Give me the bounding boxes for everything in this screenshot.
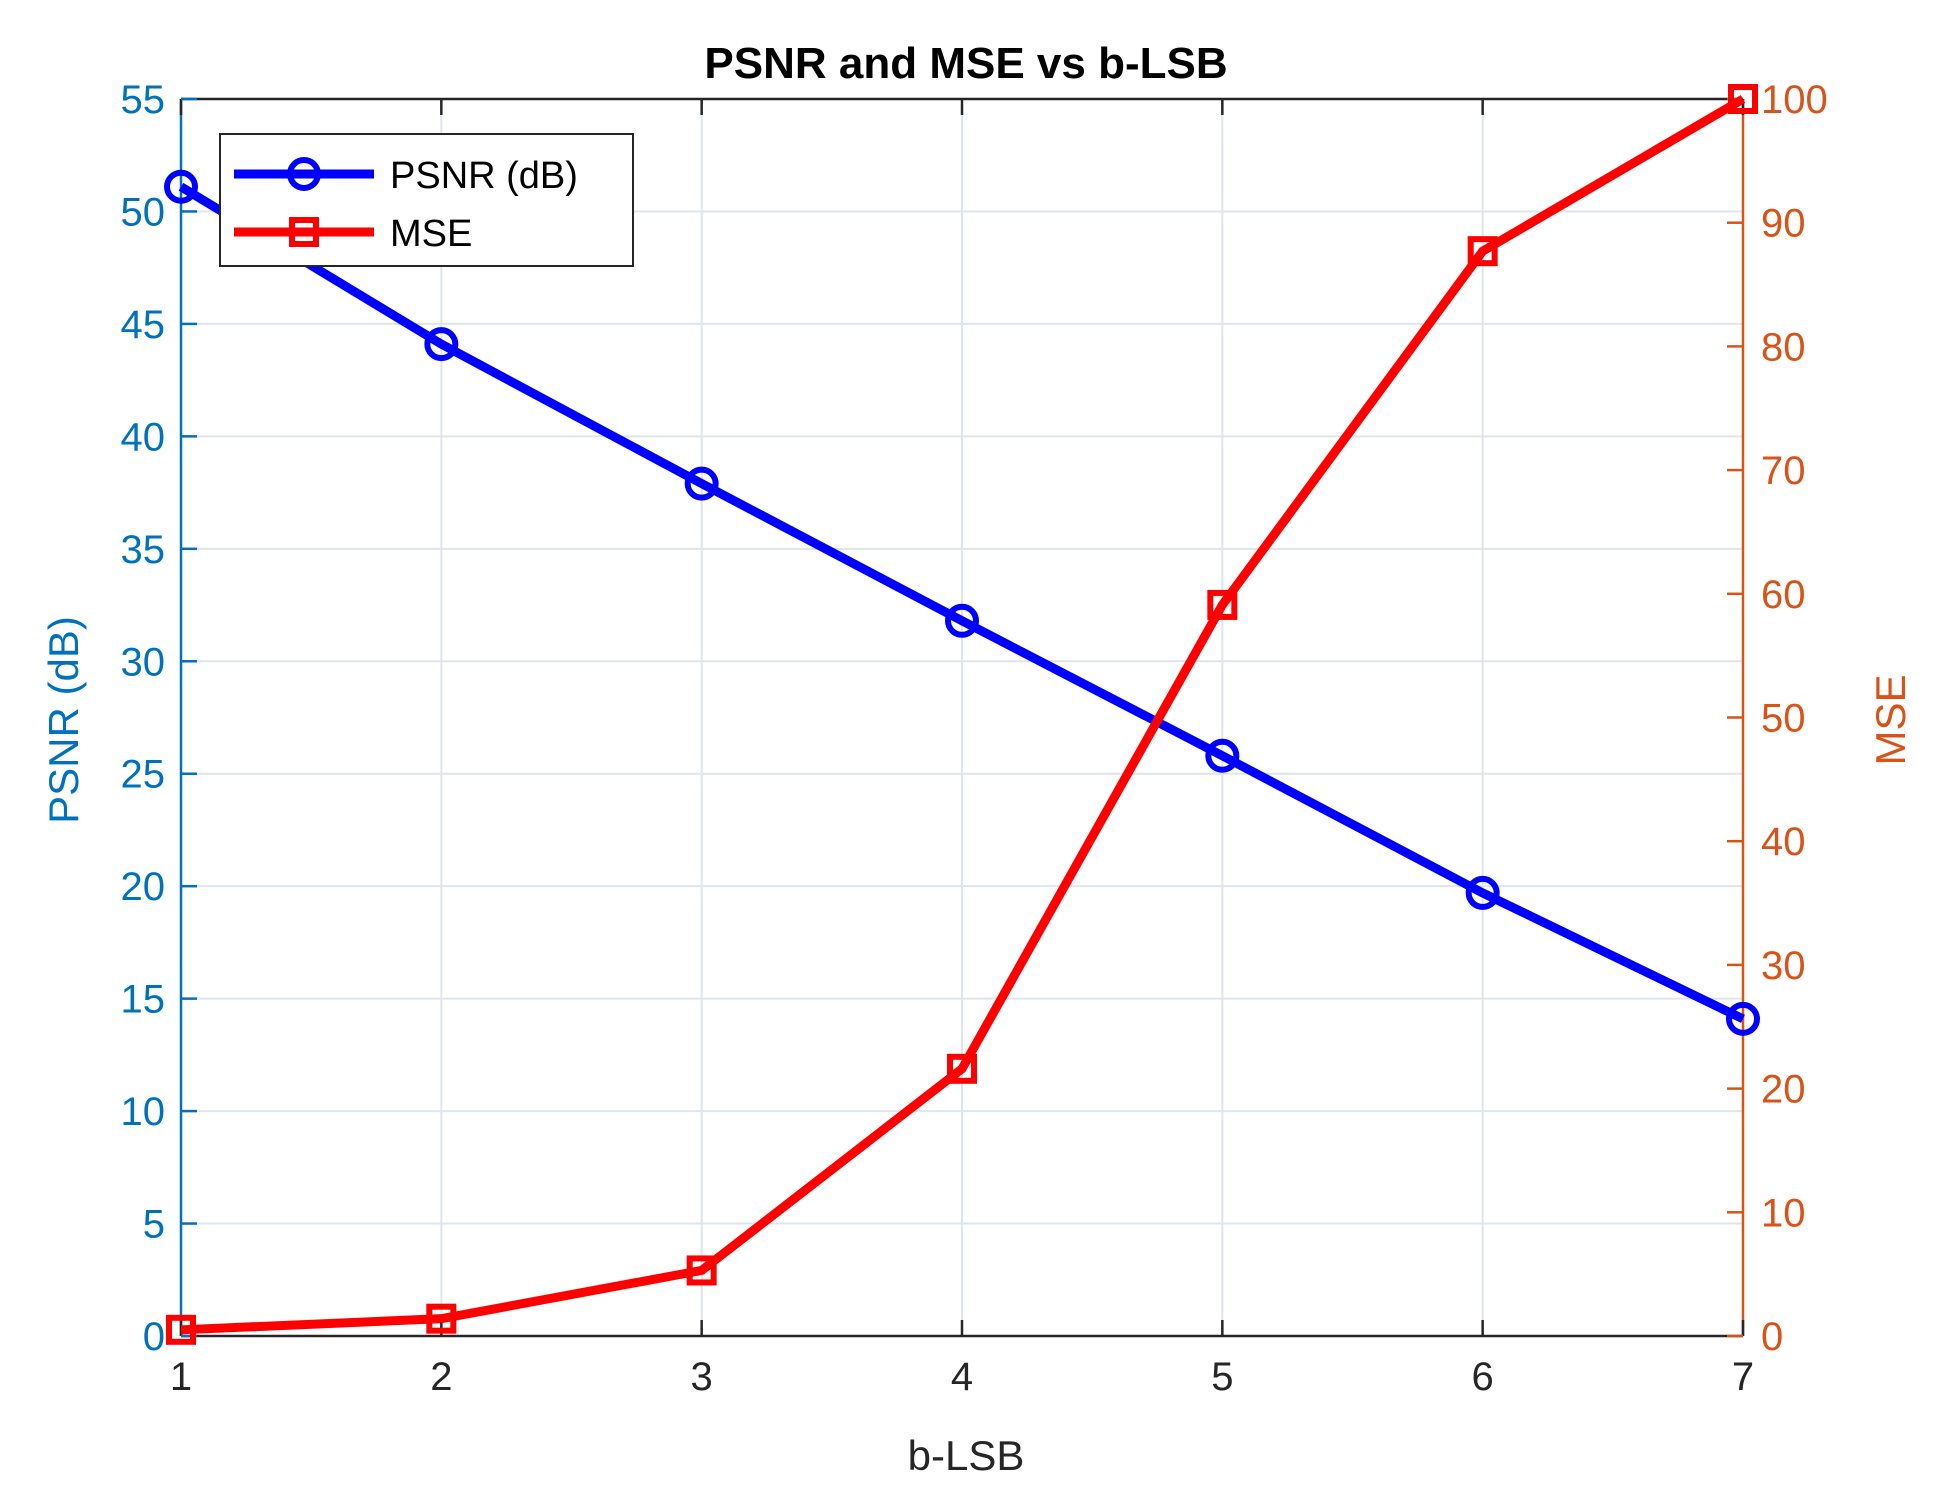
mse-series-line (180, 95, 1746, 1335)
mse-data-point (1207, 589, 1238, 620)
x-tick-label: 4 (951, 1355, 973, 1399)
mse-data-point (686, 1255, 717, 1286)
data-series (164, 84, 1760, 1345)
mse-data-point (1728, 84, 1758, 114)
y-right-tick-label: 30 (1761, 944, 1806, 988)
psnr-data-point (1205, 738, 1240, 773)
x-tick-label: 6 (1472, 1355, 1494, 1399)
y-left-tick-label: 40 (121, 415, 166, 459)
legend-psnr-label: PSNR (dB) (390, 155, 578, 197)
y-left-tick-label: 25 (121, 753, 166, 797)
legend-box (219, 133, 634, 267)
y-left-tick-label: 45 (121, 303, 166, 347)
y-right-tick-label: 0 (1761, 1315, 1783, 1359)
y-left-tick-label: 0 (143, 1315, 165, 1359)
mse-data-point (1467, 236, 1498, 267)
legend: PSNR (dB) MSE (219, 133, 634, 267)
y-right-tick-label: 100 (1761, 78, 1828, 122)
x-tick-label: 3 (691, 1355, 713, 1399)
y-left-tick-label: 50 (121, 190, 166, 234)
psnr-data-point (1726, 1001, 1760, 1036)
y-right-tick-label: 20 (1761, 1068, 1806, 1112)
y-left-tick-label: 30 (121, 640, 166, 684)
chart-title: PSNR and MSE vs b-LSB (704, 39, 1227, 88)
y-right-tick-label: 80 (1761, 325, 1806, 369)
y-right-tick-label: 90 (1761, 202, 1806, 246)
y-axis-right-label: MSE (1867, 674, 1914, 765)
y-left-tick-label: 35 (121, 528, 166, 572)
psnr-data-point (164, 169, 198, 204)
y-right-tick-label: 10 (1761, 1191, 1806, 1235)
y-left-tick-label: 10 (121, 1090, 166, 1134)
psnr-data-point (684, 466, 719, 501)
y-right-tick-label: 60 (1761, 573, 1806, 617)
axes: 1 2 3 4 5 6 7051015202530354045505501020304050… (121, 78, 1828, 1399)
y-left-tick-label: 55 (121, 78, 166, 122)
psnr-data-point (424, 327, 459, 362)
x-axis-label: b-LSB (908, 1432, 1025, 1479)
legend-mse-label: MSE (390, 213, 472, 255)
x-tick-label: 7 (1732, 1355, 1754, 1399)
legend-psnr-marker (287, 157, 321, 191)
psnr-data-point (945, 603, 979, 638)
mse-data-point (947, 1053, 977, 1084)
y-right-tick-label: 70 (1761, 449, 1806, 493)
psnr-series-line (178, 182, 1745, 1023)
x-tick-label: 5 (1211, 1355, 1233, 1399)
x-tick-label: 2 (430, 1355, 452, 1399)
y-right-tick-label: 50 (1761, 697, 1806, 741)
mse-data-point (166, 1314, 196, 1345)
y-left-tick-label: 20 (121, 865, 166, 909)
y-left-tick-label: 5 (143, 1203, 165, 1247)
mse-data-point (426, 1303, 457, 1334)
psnr-data-point (1465, 875, 1500, 910)
legend-mse-marker (289, 217, 319, 247)
y-axis-left-label: PSNR (dB) (40, 616, 87, 824)
y-left-tick-label: 15 (121, 978, 166, 1022)
x-tick-label: 1 (170, 1355, 192, 1399)
y-right-tick-label: 40 (1761, 820, 1806, 864)
